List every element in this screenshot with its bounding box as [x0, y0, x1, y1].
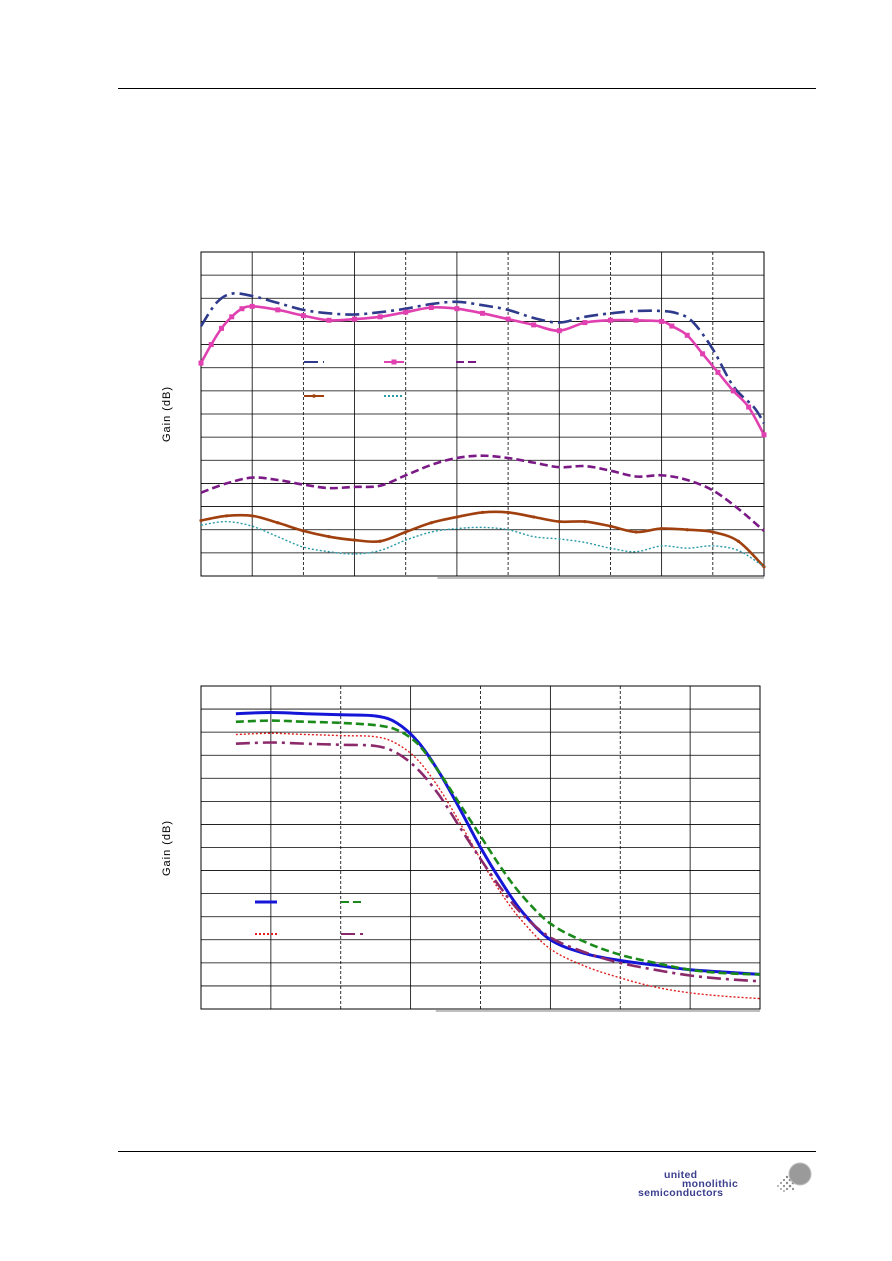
series-marker [301, 529, 305, 533]
gain-chart-2: Gain (dB) [161, 685, 761, 1012]
series-marker [198, 360, 204, 366]
series-marker [608, 524, 613, 528]
series-line-1 [199, 292, 766, 424]
series-line-1 [235, 710, 761, 976]
series-marker [633, 317, 639, 323]
series-marker [208, 342, 214, 348]
series-marker [352, 538, 357, 542]
series-marker [352, 316, 358, 322]
series-marker [505, 316, 511, 322]
header-rule [118, 88, 816, 89]
series-marker [583, 520, 587, 524]
series-marker [762, 565, 766, 569]
series-marker [669, 323, 675, 329]
legend [304, 359, 476, 398]
series-line-5 [200, 520, 765, 568]
series-marker [660, 526, 664, 531]
series-marker [582, 320, 588, 326]
series-marker [684, 332, 690, 338]
series-marker [480, 310, 485, 316]
series-line-2 [235, 719, 761, 976]
series-marker [326, 317, 332, 323]
series-marker [300, 313, 306, 319]
series-marker [531, 322, 537, 328]
y-axis-label: Gain (dB) [161, 820, 173, 876]
series-marker [224, 514, 229, 518]
series-marker [218, 325, 224, 331]
series-marker [239, 306, 245, 312]
series-marker [746, 404, 752, 410]
series-marker [761, 432, 767, 438]
footer-rule [118, 1151, 816, 1152]
series-marker [556, 328, 562, 334]
series-marker [532, 515, 536, 519]
series-marker [659, 318, 665, 324]
series-line-4 [235, 741, 761, 983]
series-marker [480, 510, 485, 514]
series-marker [250, 514, 254, 518]
series-marker [736, 539, 741, 543]
series-marker [403, 309, 409, 315]
series-marker [506, 510, 510, 514]
series-marker [685, 528, 689, 532]
series-marker [557, 520, 561, 524]
series-marker [404, 530, 408, 534]
series-marker [634, 530, 638, 534]
logo-text-monolithic: monolithic [682, 1178, 739, 1190]
series-marker [607, 317, 613, 323]
series-marker [730, 388, 736, 394]
gain-chart-1: Gain (dB) [161, 251, 767, 579]
ums-logo: united monolithic semiconductors [630, 1160, 812, 1200]
series-marker [715, 369, 721, 375]
logo-text-united: united [664, 1169, 698, 1181]
series-marker [429, 521, 433, 525]
series-marker [199, 518, 203, 523]
series-marker [428, 305, 434, 311]
series-marker [378, 539, 382, 543]
series-marker [327, 535, 331, 539]
series-marker [276, 521, 280, 525]
legend-marker [312, 394, 316, 398]
series-marker [275, 307, 281, 313]
logo-text-semiconductors: semiconductors [638, 1187, 724, 1199]
series-marker [454, 306, 460, 312]
series-marker [700, 351, 706, 357]
series-marker [377, 314, 383, 320]
ums-globe-icon [777, 1162, 812, 1192]
series-marker [229, 314, 235, 320]
legend-marker [391, 359, 397, 365]
y-axis-label: Gain (dB) [161, 386, 173, 442]
series-line-3 [235, 732, 761, 1000]
series-marker [711, 530, 715, 534]
series-line-3 [200, 454, 765, 532]
legend [255, 900, 363, 935]
series-marker [249, 303, 255, 309]
series-marker [455, 515, 459, 519]
